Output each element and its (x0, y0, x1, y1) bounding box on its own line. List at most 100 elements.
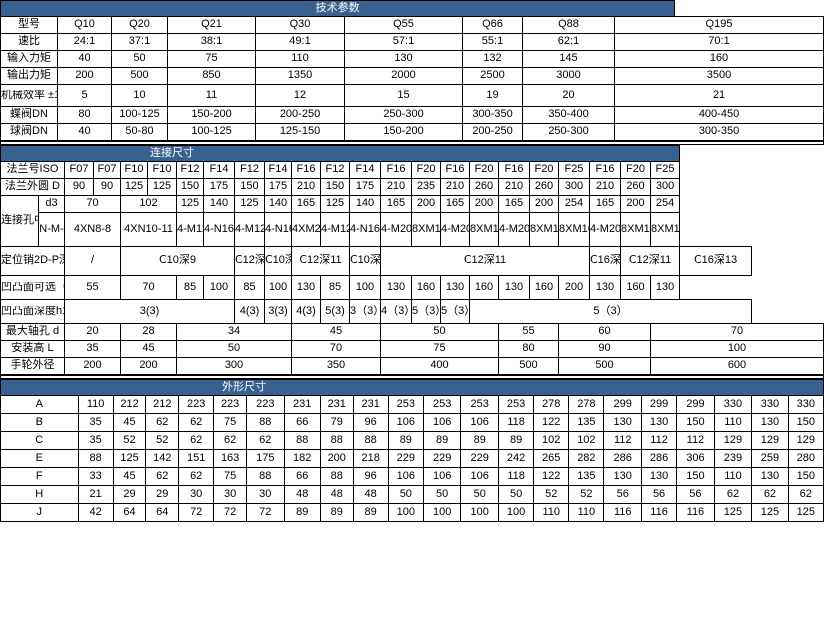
outline-cell-C-11: 89 (460, 431, 500, 450)
conn-cell-h1-0: 3(3) (64, 299, 235, 324)
conn-cell-h1-9: 5（3） (468, 299, 753, 324)
outline-cell-C-19: 129 (751, 431, 789, 450)
outline-cell-F-17: 150 (676, 467, 715, 486)
tech-cell-input-0: 40 (57, 50, 112, 68)
outline-cell-B-9: 106 (387, 413, 424, 432)
conn-cell-d3-2: 125 (176, 195, 204, 213)
conn-cell-od-10: 175 (349, 178, 381, 196)
conn-cell-pin-9: Ⅽ16深13 (679, 246, 753, 276)
outline-cell-H-12: 50 (498, 485, 535, 504)
conn-cell-iso-0: F07 (64, 161, 94, 179)
conn-row-concave-d2: 凹凸面可选（d2） 55 70 85 100 85 100 130 85 100… (0, 275, 824, 300)
outline-cell-A-13: 278 (533, 395, 570, 414)
conn-cell-iso-2: F10 (120, 161, 148, 179)
conn-cell-mh-5: 80 (498, 340, 559, 358)
outline-dimensions-band: 外形尺寸 (0, 379, 824, 396)
row-label-hole-center: 连接孔中心 (0, 195, 39, 247)
outline-cell-J-3: 72 (178, 503, 215, 522)
outline-cell-E-2: 142 (145, 449, 180, 468)
conn-cell-nm-14: 8XM16- (529, 212, 559, 247)
outline-cell-B-8: 96 (352, 413, 389, 432)
outline-cell-J-0: 42 (77, 503, 114, 522)
conn-cell-nm-18: 8XM16- (649, 212, 681, 247)
outline-cell-F-6: 66 (283, 467, 321, 486)
outline-cell-C-2: 52 (145, 431, 180, 450)
outline-cell-F-11: 106 (460, 467, 500, 486)
conn-row-concave-h1: 凹凸面深度h1（h） 3(3) 4(3) 3(3) 4(3) 5(3) 3（3）… (0, 299, 824, 324)
conn-cell-od-15: 210 (498, 178, 530, 196)
row-label-butterfly-dn: 蝶阀DN (0, 106, 58, 124)
outline-row-label-H: H (0, 485, 79, 504)
conn-cell-d2-3: 100 (203, 275, 235, 300)
tech-cell-bfly-2: 150-200 (167, 106, 256, 124)
tech-cell-model-6: Q88 (522, 16, 615, 34)
outline-cell-C-7: 88 (319, 431, 354, 450)
conn-cell-hw-1: 200 (120, 357, 177, 375)
outline-cell-C-9: 89 (387, 431, 424, 450)
row-label-mount-height: 安装高 L (0, 340, 65, 358)
conn-cell-nm-13: 4-M20 (498, 212, 530, 247)
tech-cell-ratio-1: 37:1 (111, 33, 168, 51)
conn-cell-d2-6: 130 (291, 275, 321, 300)
tech-cell-eff-2: 11 (167, 84, 256, 107)
conn-cell-d2-7: 85 (320, 275, 350, 300)
tech-cell-ratio-2: 38:1 (167, 33, 256, 51)
outline-cell-C-14: 102 (568, 431, 605, 450)
outline-cell-H-20: 62 (787, 485, 824, 504)
conn-row-flange-od: 法兰外圆 D 90 90 125 125 150 175 150 175 210… (0, 178, 824, 196)
conn-cell-nm-8: 4-N16- (349, 212, 381, 247)
outline-cell-B-16: 130 (640, 413, 678, 432)
tech-row-butterfly-dn: 蝶阀DN 80 100-125 150-200 200-250 250-300 … (0, 106, 824, 124)
conn-cell-hw-4: 400 (380, 357, 499, 375)
tech-cell-model-1: Q20 (111, 16, 168, 34)
conn-cell-nm-9: 4-M20- (380, 212, 412, 247)
outline-cell-J-16: 116 (640, 503, 678, 522)
connection-dimensions-band: 连接尺寸 (0, 145, 681, 162)
conn-cell-h1-4: 5(3) (320, 299, 350, 324)
outline-cell-F-1: 45 (112, 467, 147, 486)
row-label-ratio: 速比 (0, 33, 58, 51)
conn-row-pin: 定位销2D-P深 / Ⅽ10深9 Ⅽ12深11 Ⅽ10深9 Ⅽ12深11 Ⅽ10… (0, 246, 824, 276)
conn-cell-bore-2: 34 (176, 323, 292, 341)
outline-cell-H-13: 52 (533, 485, 570, 504)
outline-cell-J-9: 100 (387, 503, 424, 522)
tech-cell-eff-5: 19 (462, 84, 523, 107)
row-label-flange-od: 法兰外圆 D (0, 178, 65, 196)
outline-cell-F-14: 135 (568, 467, 605, 486)
row-label-flange-iso: 法兰号ISO (0, 161, 65, 179)
tech-cell-output-5: 2500 (462, 67, 523, 85)
conn-cell-d3-17: 200 (620, 195, 651, 213)
outline-cell-F-5: 88 (245, 467, 285, 486)
outline-cell-H-4: 30 (213, 485, 247, 504)
tech-cell-bfly-1: 100-125 (111, 106, 168, 124)
outline-cell-A-16: 299 (640, 395, 678, 414)
conn-cell-od-8: 210 (291, 178, 321, 196)
conn-cell-bore-0: 20 (64, 323, 121, 341)
conn-cell-iso-7: F14 (264, 161, 292, 179)
conn-cell-d3-6: 165 (291, 195, 321, 213)
outline-cell-C-12: 89 (498, 431, 535, 450)
outline-cell-A-8: 231 (352, 395, 389, 414)
outline-cell-C-8: 88 (352, 431, 389, 450)
outline-cell-H-0: 21 (77, 485, 114, 504)
tech-cell-output-3: 1350 (255, 67, 345, 85)
outline-cell-B-3: 62 (178, 413, 215, 432)
conn-cell-pin-1: Ⅽ10深9 (120, 246, 235, 276)
outline-cell-E-19: 259 (751, 449, 789, 468)
conn-cell-iso-16: F20 (529, 161, 559, 179)
outline-cell-H-8: 48 (352, 485, 389, 504)
tech-cell-output-7: 3500 (614, 67, 824, 85)
outline-cell-E-0: 88 (77, 449, 114, 468)
outline-cell-J-5: 72 (245, 503, 285, 522)
conn-cell-nm-3: 4-N16- (203, 212, 235, 247)
conn-cell-od-4: 150 (176, 178, 204, 196)
table-row: A 110 212 212 223 223 223 231 231 231 253 253 253 253… (0, 395, 824, 414)
outline-cell-E-12: 242 (498, 449, 535, 468)
conn-cell-d2-4: 85 (234, 275, 265, 300)
outline-cell-E-9: 229 (387, 449, 424, 468)
connection-dimensions-table: 连接尺寸 法兰号ISO F07 F07 F10 F10 F12 F14 F12 … (0, 145, 824, 375)
outline-cell-H-6: 48 (283, 485, 321, 504)
conn-cell-od-11: 210 (380, 178, 412, 196)
tech-cell-eff-0: 5 (57, 84, 112, 107)
tech-section-band-row: 技术参数 (0, 0, 824, 17)
